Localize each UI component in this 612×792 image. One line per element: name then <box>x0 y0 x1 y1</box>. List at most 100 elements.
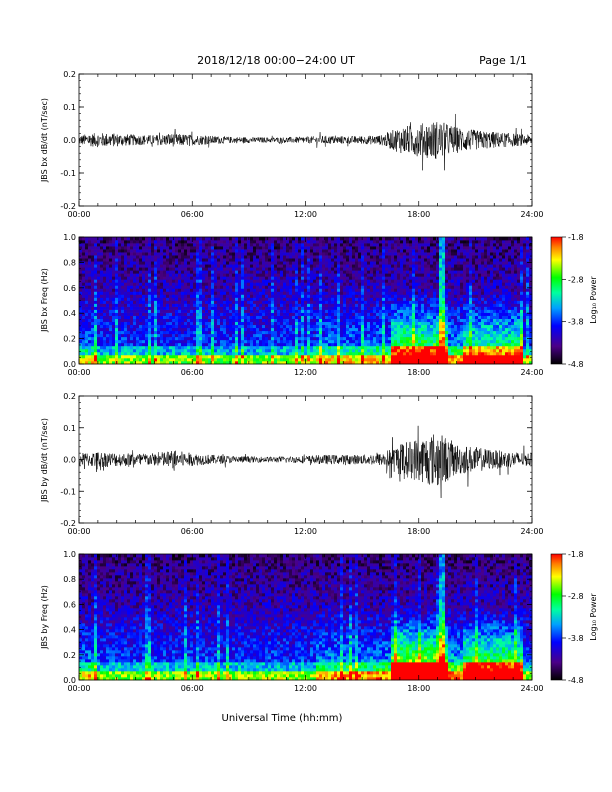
bx-spectrogram-cell <box>355 291 359 295</box>
bx-spectrogram-cell <box>193 243 197 247</box>
bx-spectrogram-cell <box>82 348 86 353</box>
bx-spectrogram-cell <box>112 240 116 244</box>
bx-spectrogram-cell <box>103 315 107 319</box>
bx-spectrogram-cell <box>376 309 380 313</box>
bx-spectrogram-cell <box>325 357 329 362</box>
bx-spectrogram-cell <box>310 303 314 307</box>
bx-spectrogram-cell <box>331 348 335 353</box>
bx-spectrogram-cell <box>268 267 272 271</box>
bx-spectrogram-cell <box>319 303 323 307</box>
bx-spectrogram-cell <box>184 261 188 265</box>
bx-spectrogram-cell <box>214 351 218 356</box>
bx-spectrogram-cell <box>280 357 284 362</box>
bx-spectrogram-cell <box>292 252 296 256</box>
bx-spectrogram-cell <box>244 327 248 332</box>
bx-spectrogram-cell <box>127 315 131 319</box>
bx-spectrogram-cell <box>196 246 200 250</box>
bx-spectrogram-cell <box>130 345 134 350</box>
bx-spectrogram-cell <box>121 324 125 329</box>
bx-spectrogram-cell <box>376 336 380 341</box>
bx-spectrogram-cell <box>394 357 398 362</box>
bx-spectrogram-cell <box>340 360 344 365</box>
bx-spectrogram-cell <box>166 303 170 307</box>
bx-spectrogram-cell <box>253 315 257 319</box>
bx-spectrogram-cell <box>406 276 410 280</box>
bx-spectrogram-cell <box>277 357 281 362</box>
bx-spectrogram-cell <box>151 327 155 332</box>
bx-spectrogram-cell <box>388 264 392 268</box>
bx-spectrogram-cell <box>319 300 323 304</box>
bx-spectrogram-cell <box>337 309 341 313</box>
bx-spectrogram-cell <box>409 267 413 271</box>
bx-spectrogram-cell <box>202 348 206 353</box>
bx-spectrogram-cell <box>379 348 383 353</box>
bx-spectrogram-cell <box>235 345 239 350</box>
bx-spectrogram-cell <box>142 270 146 274</box>
bx-spectrogram-cell <box>184 285 188 289</box>
bx-spectrogram-cell <box>361 246 365 250</box>
bx-spectrogram-cell <box>406 237 410 241</box>
bx-spectrogram-cell <box>316 255 320 259</box>
bx-spectrogram-cell <box>262 261 266 265</box>
bx-spectrogram-cell <box>367 303 371 307</box>
bx-spectrogram-cell <box>244 318 248 323</box>
bx-spectrogram-cell <box>208 342 212 347</box>
bx-spectrogram-cell <box>199 312 203 316</box>
bx-spectrogram-cell <box>379 312 383 316</box>
bx-spectrogram-cell <box>115 345 119 350</box>
bx-spectrogram-cell <box>349 309 353 313</box>
bx-spectrogram-cell <box>187 321 191 326</box>
bx-spectrogram-cell <box>265 285 269 289</box>
bx-spectrogram-cell <box>217 279 221 283</box>
bx-spectrogram-cell <box>106 348 110 353</box>
bx-spectrogram-cell <box>289 306 293 310</box>
bx-spectrogram-cell <box>163 312 167 316</box>
bx-spectrogram-cell <box>181 360 185 365</box>
bx-spectrogram-cell <box>244 270 248 274</box>
bx-spectrogram-cell <box>400 333 404 338</box>
bx-spectrogram-cell <box>208 291 212 295</box>
bx-spectrogram-cell <box>178 249 182 253</box>
bx-spectrogram-cell <box>406 339 410 344</box>
bx-spectrogram-cell <box>253 339 257 344</box>
bx-spectrogram-cell <box>385 330 389 335</box>
bx-spectrogram-cell <box>271 336 275 341</box>
bx-spectrogram-cell <box>349 255 353 259</box>
bx-spectrogram-cell <box>352 240 356 244</box>
bx-spectrogram-cell <box>424 339 428 344</box>
bx-spectrogram-cell <box>415 273 419 277</box>
bx-spectrogram-cell <box>178 354 182 359</box>
bx-spectrogram-cell <box>118 285 122 289</box>
bx-spectrogram-cell <box>256 303 260 307</box>
bx-spectrogram-cell <box>283 249 287 253</box>
bx-spectrogram-cell <box>355 330 359 335</box>
bx-spectrogram-cell <box>403 357 407 362</box>
bx-spectrogram-cell <box>355 273 359 277</box>
bx-spectrogram-cell <box>94 336 98 341</box>
bx-spectrogram-cell <box>412 354 416 359</box>
bx-spectrogram-cell <box>352 285 356 289</box>
bx-spectrogram-cell <box>229 351 233 356</box>
bx-spectrogram-cell <box>187 345 191 350</box>
bx-spectrogram-cell <box>142 276 146 280</box>
bx-spectrogram-cell <box>328 315 332 319</box>
bx-spectrogram-cell <box>379 240 383 244</box>
bx-spectrogram-cell <box>223 324 227 329</box>
bx-spectrogram-cell <box>274 354 278 359</box>
bx-spectrogram-cell <box>307 342 311 347</box>
bx-spectrogram-cell <box>379 327 383 332</box>
bx-spectrogram-cell <box>178 360 182 365</box>
bx-spectrogram-cell <box>124 303 128 307</box>
bx-spectrogram-cell <box>400 279 404 283</box>
bx-spectrogram-cell <box>319 297 323 301</box>
bx-spectrogram-cell <box>325 279 329 283</box>
bx-spectrogram-cell <box>175 255 179 259</box>
bx-spectrogram-cell <box>142 318 146 323</box>
bx-spectrogram-cell <box>193 327 197 332</box>
bx-spectrogram-cell <box>325 258 329 262</box>
bx-spectrogram-cell <box>406 306 410 310</box>
bx-spectrogram-cell <box>130 291 134 295</box>
bx-spectrogram-cell <box>337 360 341 365</box>
bx-spectrogram-cell <box>346 282 350 286</box>
bx-spectrogram-cell <box>418 312 422 316</box>
